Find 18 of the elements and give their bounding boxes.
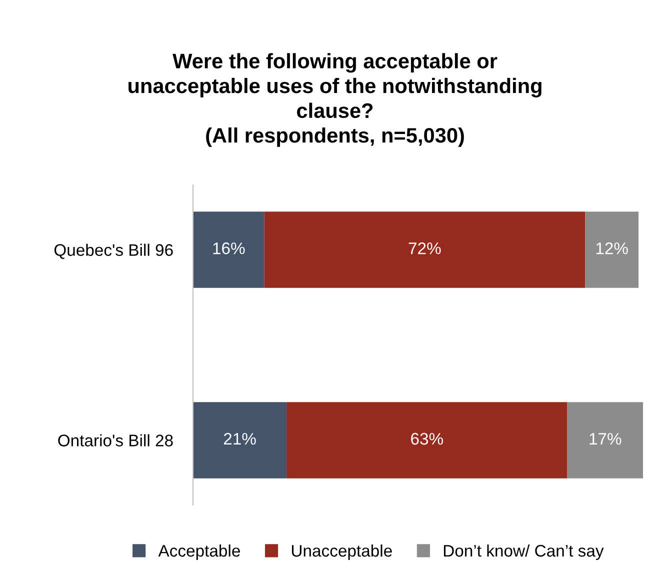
bar: [585, 212, 639, 288]
bar: [567, 402, 643, 478]
y-tick-label: Ontario's Bill 28: [58, 434, 173, 446]
data-label: 16%: [213, 242, 245, 254]
legend-label: Don’t know/ Can’t say: [444, 544, 604, 560]
bar: [193, 212, 264, 288]
data-label: 63%: [411, 432, 443, 445]
legend-label: Acceptable: [158, 544, 240, 560]
data-label: 72%: [408, 242, 441, 254]
legend-label: Unacceptable: [292, 544, 392, 560]
data-label: 12%: [596, 242, 628, 254]
data-label: 21%: [224, 432, 256, 445]
y-tick-label: Quebec's Bill 96: [54, 244, 173, 259]
bar: [264, 212, 586, 288]
bar: [193, 402, 287, 478]
bar: [286, 402, 568, 478]
chart-title: Were the following acceptable or unacceptable uses of the notwithstanding clause? (All respondents, n=5,030): [128, 53, 542, 147]
data-label: 17%: [590, 432, 622, 445]
